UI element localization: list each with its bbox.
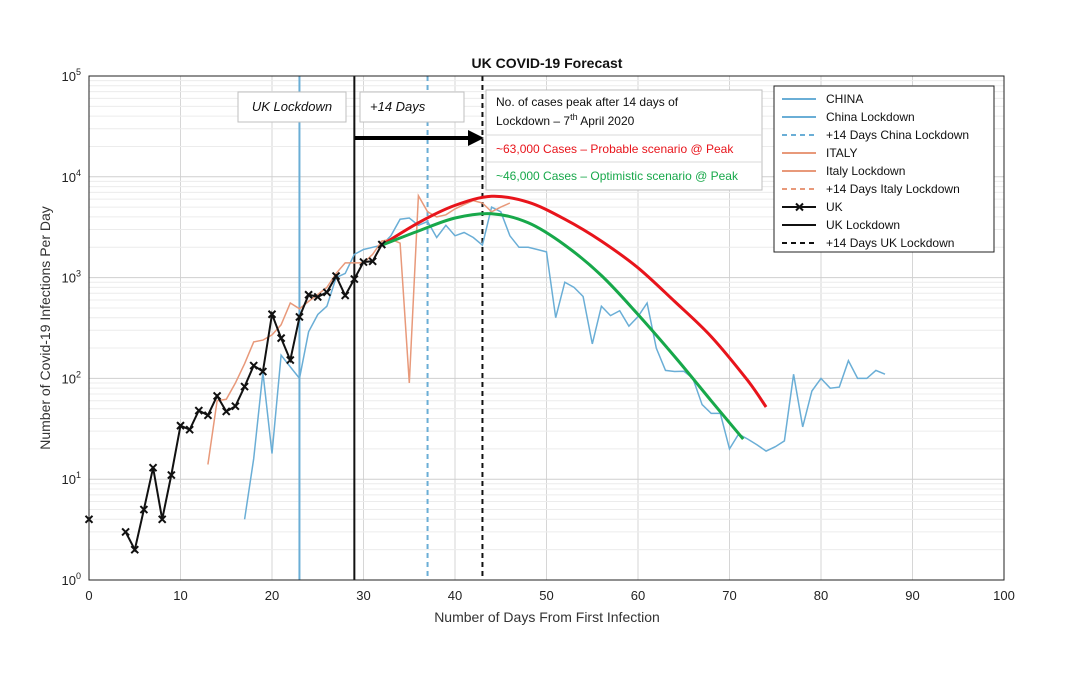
x-tick-label: 0 [85,588,92,603]
uk-lockdown-box: UK Lockdown [237,91,347,123]
x-tick-label: 40 [448,588,462,603]
uk-data-point [139,505,149,514]
uk-data-point [350,274,359,284]
probable-scenario-label: ~63,000 Cases – Probable scenario @ Peak [496,142,734,156]
uk-data-point [359,257,368,267]
x-tick-label: 60 [631,588,645,603]
legend-marker-icon [795,202,804,212]
uk-data-point [203,411,213,420]
peak-note-sup: th [570,112,578,122]
x-tick-label: 100 [993,588,1015,603]
uk-data-point [148,463,158,472]
y-tick-exp: 0 [76,571,81,581]
uk-data-point [121,527,130,537]
uk-data-point [304,290,313,299]
y-tick-exp: 4 [76,168,81,178]
uk-data-point [222,407,231,416]
axes-frame [88,75,1005,581]
optimistic-forecast-line [381,212,745,441]
uk-data-point [157,515,167,524]
x-tick-label: 70 [722,588,736,603]
x-axis-label: Number of Days From First Infection [434,609,660,625]
uk-data-point [313,292,322,302]
uk-data-point [340,291,350,300]
peak-note-line2: Lockdown – 7th April 2020 [496,112,635,128]
optimistic-scenario-label: ~46,000 Cases – Optimistic scenario @ Pe… [496,169,739,183]
uk-lockdown-box-label: UK Lockdown [252,99,332,114]
x-tick-label: 50 [539,588,553,603]
uk-data-point [249,361,258,370]
uk-data-point [212,391,222,401]
y-tick-label: 101 [62,470,81,487]
legend-entry-label: ITALY [826,146,858,160]
uk-data-point [331,271,341,281]
peak-note-line2-post: April 2020 [578,114,635,128]
y-tick-base: 10 [62,170,76,185]
uk-data-point [176,421,185,430]
uk-data-point [130,545,139,554]
uk-data-point [377,240,387,249]
plus14-days-box: +14 Days [359,91,465,123]
legend-entry-label: UK Lockdown [826,218,900,232]
lockdown-arrow [355,130,484,146]
uk-series-line [124,244,383,553]
uk-data-point [258,367,268,376]
legend-entry-label: Italy Lockdown [826,164,905,178]
legend-entry-label: China Lockdown [826,110,915,124]
plus14-days-box-label: +14 Days [370,99,426,114]
legend-entry-label: +14 Days Italy Lockdown [826,182,960,196]
y-tick-base: 10 [62,472,76,487]
x-tick-label: 30 [356,588,370,603]
y-tick-base: 10 [62,371,76,386]
y-tick-base: 10 [62,271,76,286]
arrow-head-icon [468,130,484,146]
legend-entry-label: +14 Days UK Lockdown [826,236,954,250]
legend-entry-label: +14 Days China Lockdown [826,128,969,142]
legend: CHINA China Lockdown +14 Days China Lockdo… [773,85,995,253]
series-layer [84,76,886,580]
y-tick-exp: 3 [76,269,81,279]
y-tick-base: 10 [62,69,76,84]
y-tick-label: 103 [62,269,81,286]
uk-data-point [368,257,377,266]
peak-note-line2-pre: Lockdown – 7 [496,114,570,128]
y-tick-exp: 2 [76,369,81,379]
uk-data-point [185,425,194,434]
y-tick-label: 100 [62,571,81,588]
uk-data-point [231,401,240,411]
y-tick-base: 10 [62,573,76,588]
uk-data-point [322,288,332,297]
y-axis-label: Number of Covid-19 Infections Per Day [37,206,53,450]
x-tick-label: 20 [265,588,279,603]
legend-entry-label: UK [826,200,843,214]
y-tick-exp: 1 [76,470,81,480]
uk-data-point [276,333,286,343]
x-tick-label: 80 [814,588,828,603]
y-tick-label: 102 [62,369,81,386]
chart-title: UK COVID-19 Forecast [472,55,623,71]
uk-data-point [167,470,176,480]
uk-data-point [286,355,295,365]
y-tick-label: 105 [62,67,81,84]
y-tick-label: 104 [62,168,81,185]
china-series-line [243,205,886,520]
legend-entry-label: CHINA [826,92,863,106]
italy-series-line [207,193,511,465]
uk-data-point [194,406,204,415]
uk-data-point [240,382,249,391]
uk-data-point [267,310,277,319]
x-tick-label: 90 [905,588,919,603]
y-tick-exp: 5 [76,67,81,77]
peak-note-line1: No. of cases peak after 14 days of [496,95,679,109]
uk-data-point [295,312,304,322]
x-tick-label: 10 [173,588,187,603]
probable-forecast-line [381,194,768,408]
peak-note-box: No. of cases peak after 14 days of Lockd… [485,89,763,191]
